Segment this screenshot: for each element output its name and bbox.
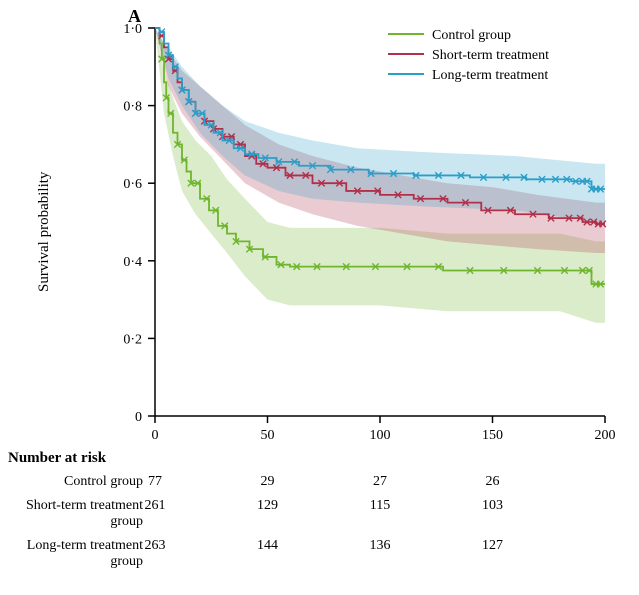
risk-cell: 27: [355, 474, 405, 490]
risk-cell: 103: [468, 498, 518, 514]
svg-text:100: 100: [370, 428, 391, 443]
legend-label: Long-term treatment: [432, 68, 548, 83]
svg-text:0·4: 0·4: [123, 255, 142, 270]
risk-cell: 26: [468, 474, 518, 490]
svg-text:0·6: 0·6: [123, 177, 142, 192]
risk-cell: 29: [243, 474, 293, 490]
risk-row-label: Control group: [3, 474, 143, 490]
svg-text:0: 0: [135, 410, 142, 425]
legend-label: Short-term treatment: [432, 48, 549, 63]
risk-cell: 261: [130, 498, 180, 514]
svg-text:150: 150: [482, 428, 503, 443]
risk-cell: 115: [355, 498, 405, 514]
svg-text:200: 200: [595, 428, 616, 443]
svg-text:0·2: 0·2: [123, 332, 142, 347]
risk-cell: 144: [243, 538, 293, 554]
svg-text:0·8: 0·8: [123, 100, 142, 115]
risk-row-label: Long-term treatment group: [3, 538, 143, 570]
svg-text:50: 50: [261, 428, 275, 443]
risk-row-label: Short-term treatment group: [3, 498, 143, 530]
risk-table-header: Number at risk: [8, 450, 106, 467]
survival-chart: 0 0·2 0·4 0·6 0·8 1·0 0 50 100 150 200 Control grou…: [0, 0, 639, 445]
legend-label: Control group: [432, 28, 511, 43]
svg-text:1·0: 1·0: [123, 22, 142, 37]
risk-cell: 263: [130, 538, 180, 554]
risk-cell: 77: [130, 474, 180, 490]
number-at-risk-table: Number at risk Control group77 29 27 26 Short…: [0, 450, 639, 595]
svg-text:0: 0: [152, 428, 159, 443]
risk-cell: 136: [355, 538, 405, 554]
risk-cell: 129: [243, 498, 293, 514]
risk-cell: 127: [468, 538, 518, 554]
